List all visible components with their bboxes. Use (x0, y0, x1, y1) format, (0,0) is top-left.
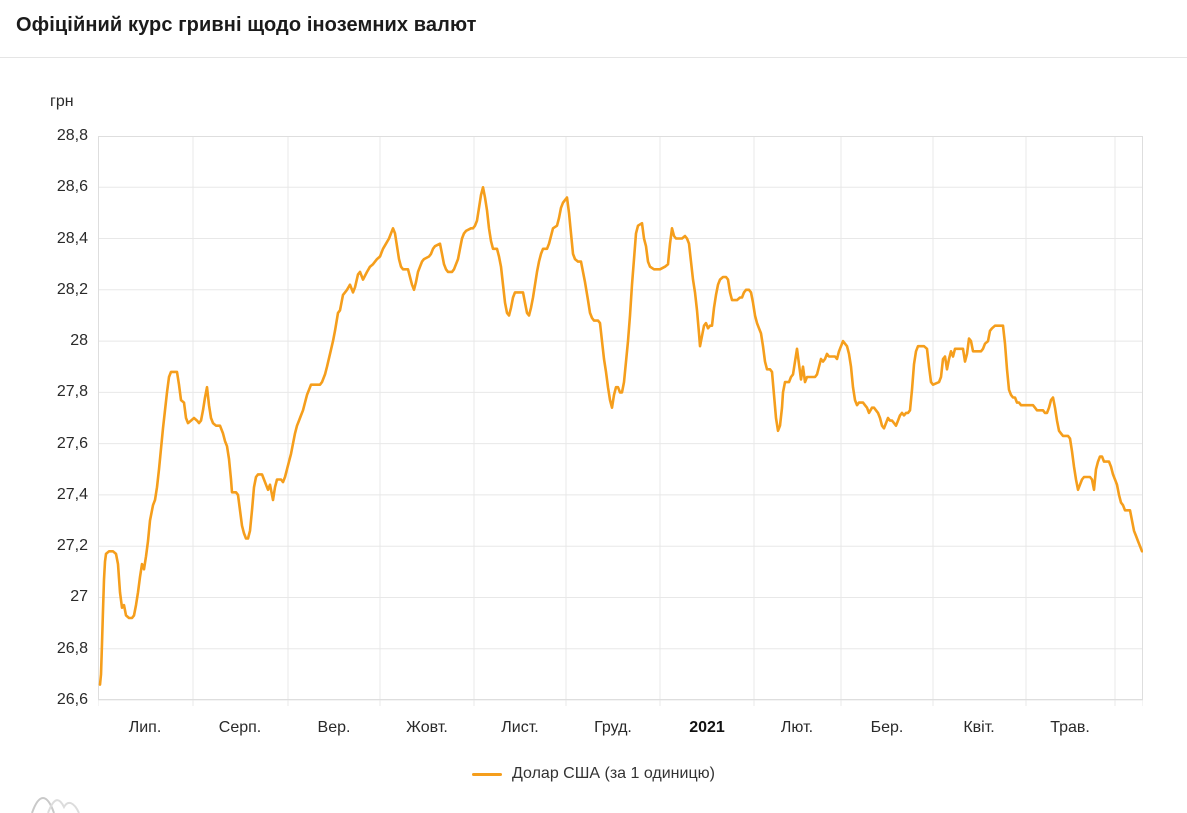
x-axis-tick-label: Квіт. (963, 719, 995, 736)
x-axis-tick-label: Вер. (317, 719, 351, 736)
y-axis-tick-label: 26,8 (56, 639, 88, 657)
x-axis-tick-label: 2021 (689, 719, 725, 736)
x-axis-tick-label: Лип. (128, 719, 162, 736)
y-axis-tick-label: 28,2 (56, 280, 88, 298)
y-axis-unit-label: грн (50, 93, 74, 110)
y-axis-tick-label: 27,6 (56, 434, 88, 452)
x-axis-tick-label: Серп. (218, 719, 262, 736)
x-axis-tick-label: Жовт. (406, 719, 448, 736)
chart-plot-area[interactable] (98, 136, 1143, 708)
y-axis-tick-label: 27,4 (56, 485, 88, 503)
chart-legend: Долар США (за 1 одиницю) (0, 765, 1187, 783)
y-axis-tick-label: 28 (70, 332, 88, 350)
y-axis-tick-label: 27 (70, 588, 88, 606)
legend-line-marker (472, 772, 503, 776)
x-axis-tick-label: Груд. (594, 719, 632, 736)
watermark-logo-icon (31, 797, 80, 813)
y-axis-tick-label: 28,8 (56, 127, 88, 144)
page-title: Офіційний курс гривні щодо іноземних вал… (16, 14, 477, 36)
x-axis-tick-label: Лют. (780, 719, 814, 736)
x-axis-tick-label: Трав. (1050, 719, 1090, 736)
y-axis-tick-label: 28,4 (56, 229, 88, 247)
x-axis-tick-label: Бер. (870, 719, 904, 736)
exchange-rate-line-chart[interactable] (98, 136, 1143, 708)
y-axis-tick-label: 27,2 (56, 537, 88, 555)
y-axis-tick-label: 28,6 (56, 178, 88, 196)
y-axis-tick-label: 27,8 (56, 383, 88, 401)
x-axis-tick-label: Лист. (501, 719, 539, 736)
page-header: Офіційний курс гривні щодо іноземних вал… (0, 0, 1187, 58)
legend-series-label[interactable]: Долар США (за 1 одиницю) (512, 765, 715, 782)
y-axis-tick-label: 26,6 (56, 691, 88, 708)
